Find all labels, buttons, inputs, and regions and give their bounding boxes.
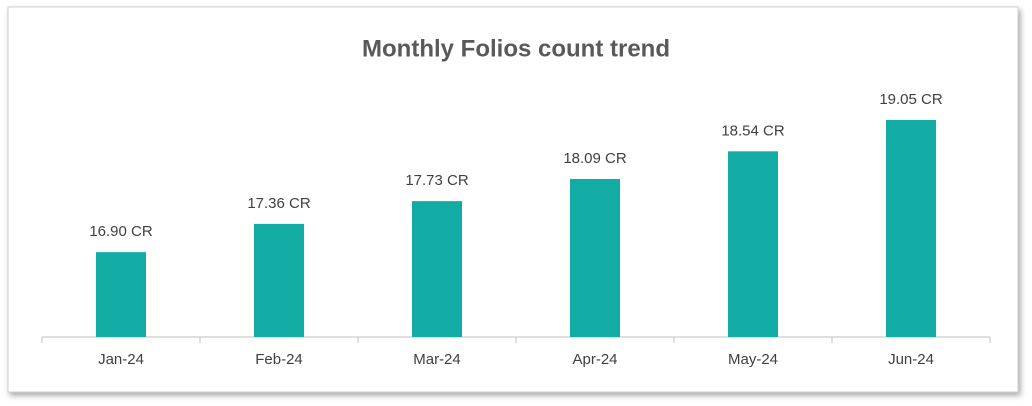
- data-label: 16.90 CR: [89, 223, 153, 240]
- bar: [96, 252, 146, 337]
- data-label: 17.36 CR: [247, 195, 311, 212]
- bar: [412, 201, 462, 337]
- x-tick-label: Jan-24: [98, 351, 144, 368]
- data-label: 17.73 CR: [405, 172, 469, 189]
- x-tick-label: Feb-24: [255, 351, 303, 368]
- bar: [886, 119, 936, 337]
- chart-frame: [7, 6, 1019, 393]
- x-tick-label: Apr-24: [572, 351, 617, 368]
- data-label: 18.54 CR: [721, 122, 785, 139]
- chart-title: Monthly Folios count trend: [362, 35, 670, 62]
- bar: [254, 223, 304, 337]
- data-label: 18.09 CR: [563, 150, 627, 167]
- data-label: 19.05 CR: [879, 91, 943, 108]
- x-tick-label: Jun-24: [888, 351, 934, 368]
- bar: [728, 151, 778, 337]
- x-tick-label: Mar-24: [413, 351, 461, 368]
- bar: [570, 178, 620, 337]
- x-tick-label: May-24: [728, 351, 778, 368]
